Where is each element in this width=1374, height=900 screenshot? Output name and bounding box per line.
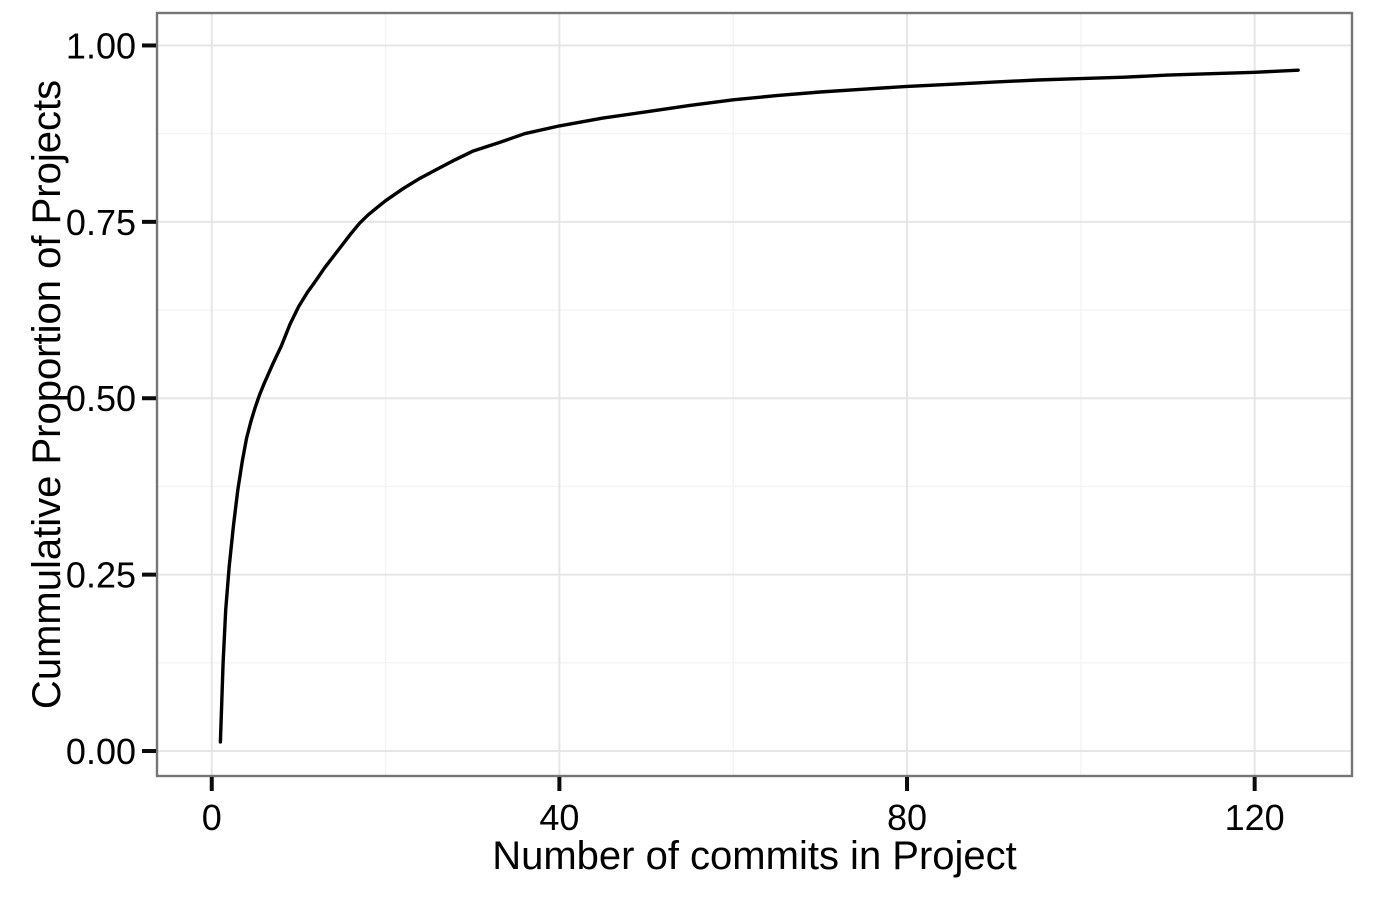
plot-panel-background	[157, 13, 1352, 776]
y-axis-tick-label: 0.25	[66, 555, 136, 596]
x-axis-title: Number of commits in Project	[492, 834, 1017, 878]
x-axis-tick-label: 80	[887, 797, 927, 838]
minor-gridlines	[157, 13, 1352, 776]
y-axis-title: Cummulative Proportion of Projects	[25, 80, 69, 709]
x-axis-tick-label: 120	[1225, 797, 1285, 838]
y-axis-tick-label: 0.00	[66, 731, 136, 772]
x-axis-tick-label: 40	[539, 797, 579, 838]
y-axis-tick-label: 0.75	[66, 202, 136, 243]
x-axis-tick-label: 0	[202, 797, 222, 838]
ecdf-curve	[218, 68, 1300, 744]
y-axis-tick-label: 0.50	[66, 378, 136, 419]
axis-tick-marks	[142, 43, 1257, 791]
y-axis-tick-label: 1.00	[66, 25, 136, 66]
plot-panel-border	[155, 11, 1354, 778]
axis-tick-labels: 0 40 80 120 0.00 0.25 0.50 0.75 1.00	[66, 25, 1285, 838]
major-gridlines	[157, 13, 1352, 776]
